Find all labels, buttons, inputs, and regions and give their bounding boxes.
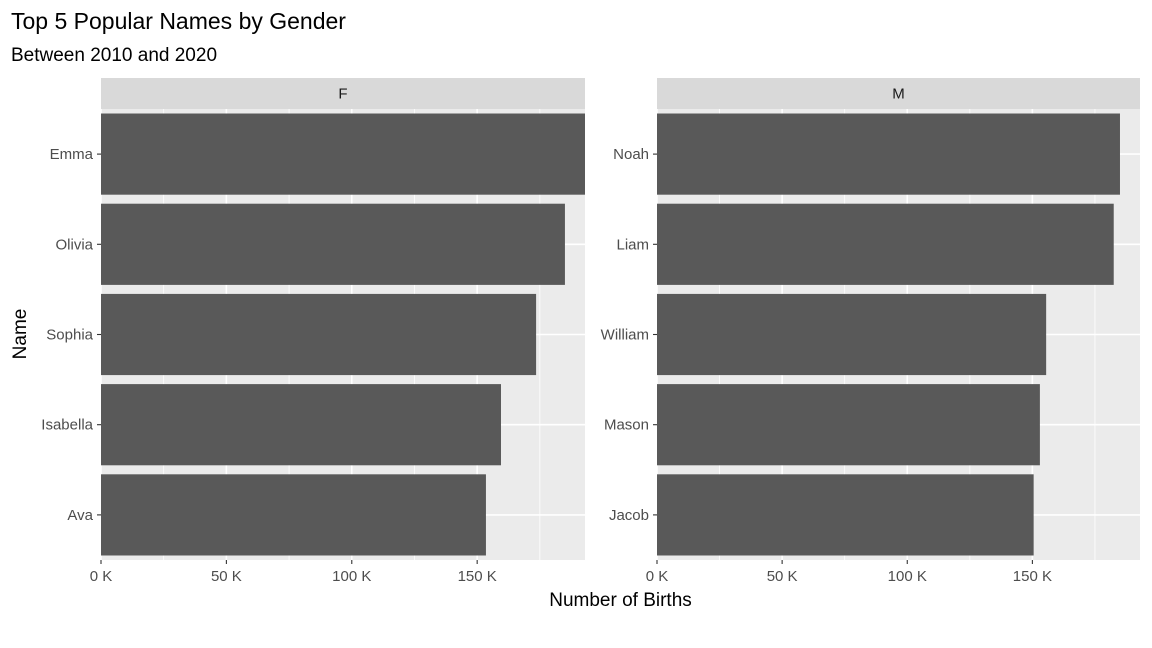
bar-noah: [657, 113, 1120, 195]
y-tick-label: Liam: [616, 236, 649, 253]
x-axis-title: Number of Births: [549, 590, 692, 611]
y-tick-label: Sophia: [46, 327, 93, 344]
bar-sophia: [101, 293, 537, 376]
chart-subtitle: Between 2010 and 2020: [11, 45, 217, 66]
x-tick-label: 50 K: [767, 568, 798, 585]
x-tick-label: 0 K: [646, 568, 669, 585]
x-tick-label: 100 K: [332, 568, 371, 585]
x-tick-label: 150 K: [1013, 568, 1052, 585]
facets-layer: F Emma Olivia Sophia Isabella Ava 0 K 50 K 100 K…: [41, 78, 1140, 585]
y-tick-label: William: [601, 327, 649, 344]
x-tick-label: 0 K: [90, 568, 113, 585]
y-tick-label: Ava: [67, 507, 93, 524]
x-tick-label: 50 K: [211, 568, 242, 585]
facet-strip-label: F: [338, 86, 347, 103]
y-tick-label: Noah: [613, 146, 649, 163]
facet-panel-f: F Emma Olivia Sophia Isabella Ava 0 K 50 K 100 K…: [41, 78, 585, 585]
y-tick-label: Isabella: [41, 417, 93, 434]
y-tick-label: Mason: [604, 417, 649, 434]
bar-jacob: [657, 474, 1034, 556]
bar-olivia: [101, 203, 565, 285]
y-tick-label: Jacob: [609, 507, 649, 524]
bar-emma: [101, 113, 585, 195]
y-axis-title: Name: [10, 309, 31, 360]
facet-panel-m: M Noah Liam William Mason Jacob 0 K 50 K 100 K 15…: [601, 78, 1140, 585]
x-tick-label: 100 K: [888, 568, 927, 585]
bar-isabella: [101, 384, 501, 466]
bar-ava: [101, 474, 486, 556]
bar-mason: [657, 384, 1040, 466]
facet-strip: [657, 78, 1140, 109]
x-tick-label: 150 K: [458, 568, 497, 585]
chart-title: Top 5 Popular Names by Gender: [11, 8, 346, 34]
bar-liam: [657, 203, 1114, 285]
facet-strip: [101, 78, 585, 109]
bar-william: [657, 293, 1047, 376]
facet-strip-label: M: [892, 86, 905, 103]
y-tick-label: Emma: [50, 146, 94, 163]
y-tick-label: Olivia: [55, 236, 93, 253]
